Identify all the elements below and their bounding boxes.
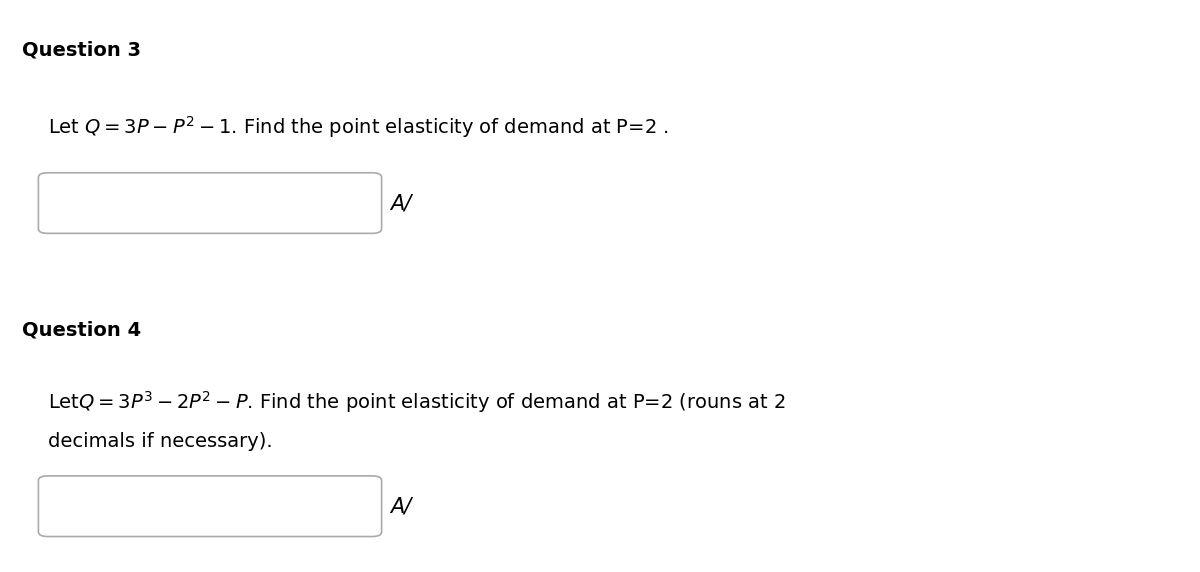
Text: A/: A/	[390, 193, 412, 213]
Text: Question 3: Question 3	[22, 40, 140, 59]
Text: decimals if necessary).: decimals if necessary).	[48, 432, 272, 451]
FancyBboxPatch shape	[38, 173, 382, 233]
Text: Let $\mathit{Q} = 3P - P^2 - 1$. Find the point elasticity of demand at P=2 .: Let $\mathit{Q} = 3P - P^2 - 1$. Find th…	[48, 114, 668, 140]
Text: Question 4: Question 4	[22, 320, 140, 339]
Text: Let$\mathit{Q} = 3P^3 - 2P^2 - P$. Find the point elasticity of demand at P=2 (r: Let$\mathit{Q} = 3P^3 - 2P^2 - P$. Find …	[48, 389, 786, 415]
FancyBboxPatch shape	[38, 476, 382, 537]
Text: A/: A/	[390, 496, 412, 516]
